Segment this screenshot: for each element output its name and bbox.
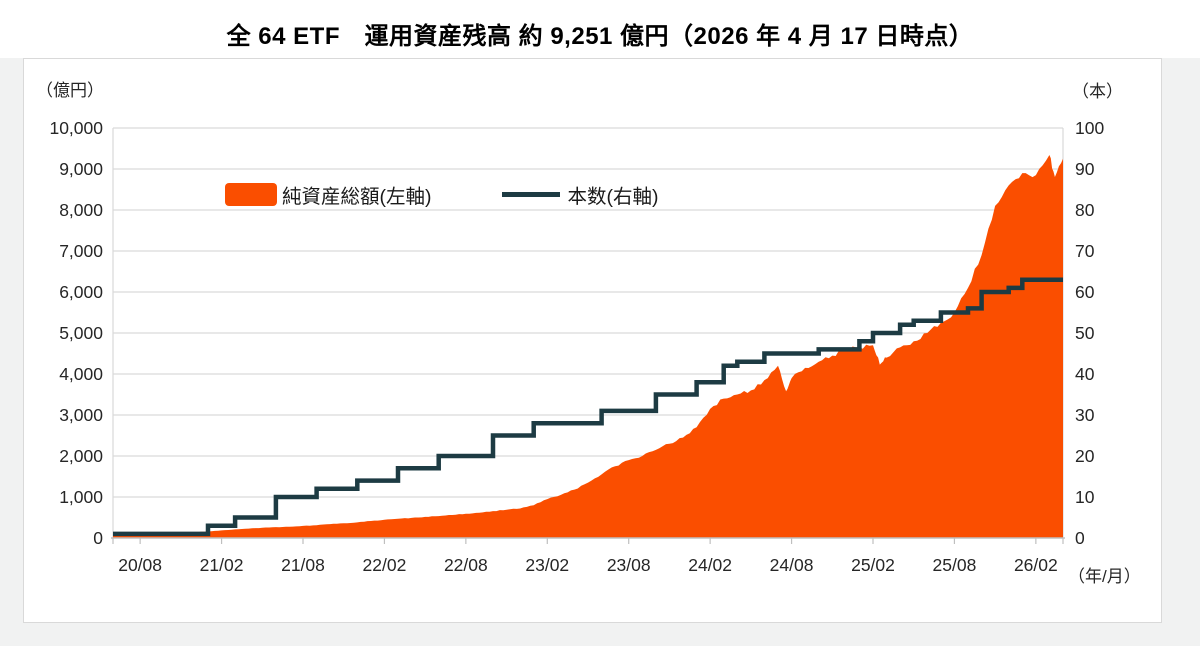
chart-legend: 純資産総額(左軸) 本数(右軸) <box>225 180 659 209</box>
right-axis-tick-label: 60 <box>1075 282 1095 302</box>
title-strip <box>0 0 1200 58</box>
left-axis-tick-label: 7,000 <box>59 241 103 261</box>
right-axis-tick-label: 100 <box>1075 118 1104 138</box>
x-axis-tick-label: 23/02 <box>525 555 569 575</box>
left-axis-tick-label: 5,000 <box>59 323 103 343</box>
x-axis-tick-label: 25/02 <box>851 555 895 575</box>
area-series-label: 純資産総額(左軸) <box>282 186 432 208</box>
legend-item-count: 本数(右軸) <box>501 180 659 209</box>
count-step-line-series <box>113 277 1063 537</box>
left-axis-tick-label: 10,000 <box>49 118 103 138</box>
left-axis-tick-label: 3,000 <box>59 405 103 425</box>
right-axis-tick-label: 30 <box>1075 405 1095 425</box>
x-axis-tick-label: 23/08 <box>607 555 651 575</box>
x-axis-tick-label: 22/08 <box>444 555 488 575</box>
legend-item-assets: 純資産総額(左軸) <box>225 180 432 209</box>
area-series-swatch <box>225 183 277 206</box>
left-axis-tick-label: 9,000 <box>59 159 103 179</box>
right-axis-tick-label: 40 <box>1075 364 1095 384</box>
chart-title: 全 64 ETF 運用資産残高 約 9,251 億円（2026 年 4 月 17… <box>226 23 974 50</box>
combo-chart: 0 1,000 2,000 3,000 4,000 5,000 6,000 7,000 8,00… <box>49 118 1104 575</box>
x-axis-tick-label: 21/08 <box>281 555 325 575</box>
right-axis-tick-label: 90 <box>1075 159 1095 179</box>
line-series-label: 本数(右軸) <box>567 186 659 208</box>
x-axis-tick-label: 20/08 <box>118 555 162 575</box>
left-axis-tick-label: 0 <box>93 528 103 548</box>
right-axis-unit-label: （本） <box>1072 82 1123 101</box>
right-axis-tick-label: 10 <box>1075 487 1095 507</box>
left-axis-tick-label: 2,000 <box>59 446 103 466</box>
x-axis-tick-label: 21/02 <box>200 555 244 575</box>
right-axis-tick-label: 20 <box>1075 446 1095 466</box>
right-axis-tick-label: 80 <box>1075 200 1095 220</box>
right-axis-tick-label: 0 <box>1075 528 1085 548</box>
right-axis-tick-label: 50 <box>1075 323 1095 343</box>
left-axis-tick-label: 4,000 <box>59 364 103 384</box>
left-axis-unit-label: （億円） <box>36 81 104 100</box>
x-axis-tick-label: 22/02 <box>363 555 407 575</box>
left-axis-tick-label: 1,000 <box>59 487 103 507</box>
right-axis-tick-label: 70 <box>1075 241 1095 261</box>
x-axis-tick-label: 24/02 <box>688 555 732 575</box>
x-axis-tick-label: 25/08 <box>933 555 977 575</box>
x-axis-unit-label: （年/月） <box>1068 567 1141 586</box>
left-axis-tick-label: 8,000 <box>59 200 103 220</box>
x-axis-tick-label: 26/02 <box>1014 555 1058 575</box>
assets-area-series <box>113 155 1063 538</box>
left-axis-tick-label: 6,000 <box>59 282 103 302</box>
line-series-swatch <box>501 192 560 197</box>
x-axis-tick-label: 24/08 <box>770 555 814 575</box>
